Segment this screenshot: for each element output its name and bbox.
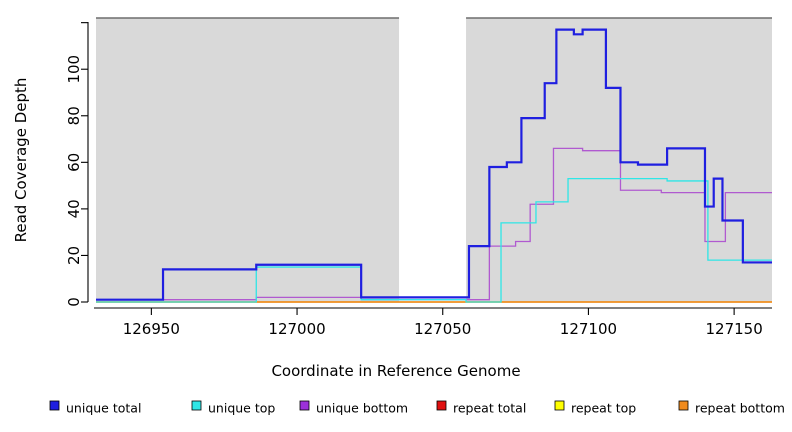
- y-axis-title: Read Coverage Depth: [12, 78, 30, 243]
- y-tick-label: 0: [65, 297, 83, 307]
- y-tick-label: 80: [65, 106, 83, 125]
- y-tick-label: 60: [65, 153, 83, 172]
- legend-swatch-unique-top: [191, 400, 202, 411]
- x-tick-label: 127050: [414, 320, 471, 338]
- y-axis: 0 20 40 60 80 100: [65, 22, 89, 307]
- series-lines: [96, 28, 772, 303]
- legend-swatch-unique-total: [49, 400, 60, 411]
- y-tick-label: 40: [65, 199, 83, 218]
- series-line-unique-total: [96, 28, 772, 301]
- legend-label-unique-total: unique total: [66, 401, 141, 416]
- chart-legend: unique total unique top unique bottom repea…: [49, 400, 785, 416]
- legend-label-repeat-bottom: repeat bottom: [695, 401, 785, 416]
- legend-label-repeat-total: repeat total: [453, 401, 526, 416]
- plot-panel-right: [466, 18, 772, 302]
- x-tick-label: 127150: [705, 320, 762, 338]
- plot-background: [96, 18, 772, 302]
- y-tick-label: 100: [65, 55, 83, 84]
- x-axis: 126950 127000 127050 127100 127150: [94, 307, 772, 338]
- legend-label-unique-top: unique top: [208, 401, 275, 416]
- legend-swatch-repeat-bottom: [678, 400, 689, 411]
- x-tick-label: 127000: [268, 320, 325, 338]
- legend-swatch-unique-bottom: [299, 400, 310, 411]
- legend-swatch-repeat-top: [554, 400, 565, 411]
- x-axis-title: Coordinate in Reference Genome: [271, 362, 520, 380]
- legend-label-unique-bottom: unique bottom: [316, 401, 408, 416]
- series-line-unique-top: [96, 177, 772, 303]
- legend-label-repeat-top: repeat top: [571, 401, 636, 416]
- y-tick-label: 20: [65, 246, 83, 265]
- x-tick-label: 126950: [123, 320, 180, 338]
- x-tick-label: 127100: [560, 320, 617, 338]
- plot-panel-left: [96, 18, 400, 302]
- legend-swatch-repeat-total: [436, 400, 447, 411]
